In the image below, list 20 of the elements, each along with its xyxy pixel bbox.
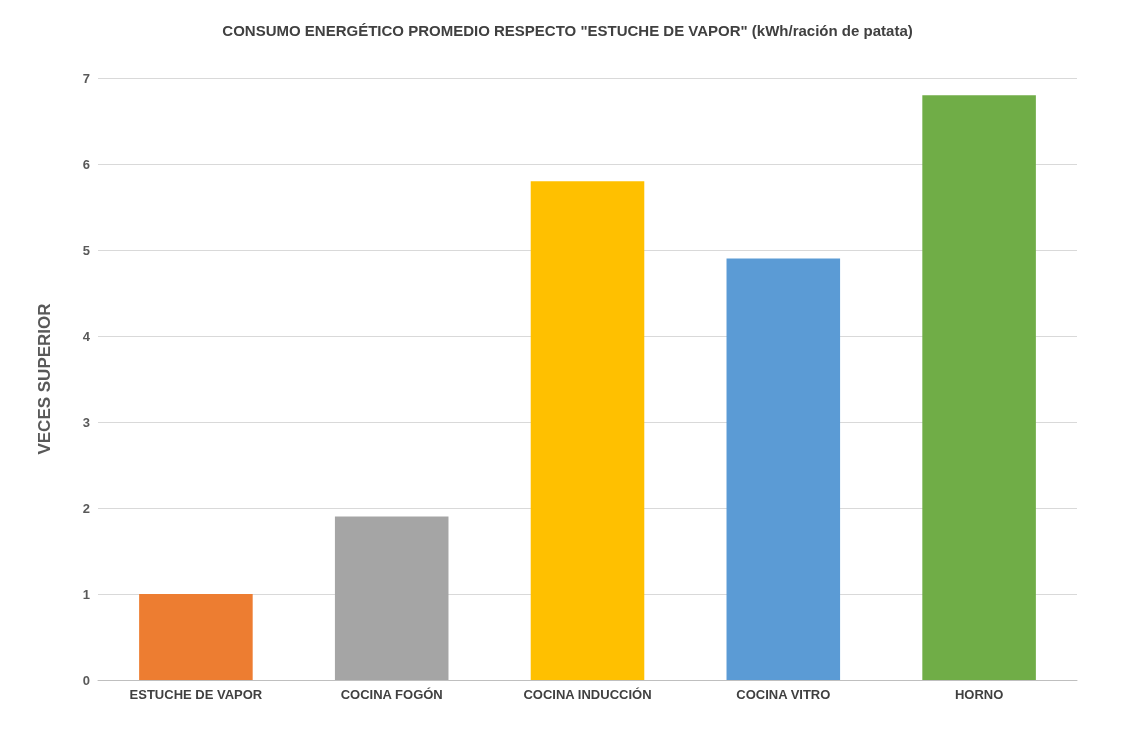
y-tick-label: 0 <box>82 672 90 688</box>
y-axis-title: VECES SUPERIOR <box>35 303 54 455</box>
y-tick-label: 4 <box>82 328 91 344</box>
x-tick-label: COCINA VITRO <box>736 687 831 702</box>
y-tick-label: 3 <box>82 414 90 430</box>
y-tick-label: 2 <box>82 500 90 516</box>
bar <box>922 95 1036 680</box>
chart-title: CONSUMO ENERGÉTICO PROMEDIO RESPECTO "ESTUCHE DE VAPOR" (kWh/ración de patata) <box>222 22 913 39</box>
bar <box>334 516 449 680</box>
x-tick-label: ESTUCHE DE VAPOR <box>129 687 263 702</box>
y-tick-label: 5 <box>82 242 90 258</box>
x-tick-label: COCINA INDUCCIÓN <box>523 687 652 702</box>
y-tick-label: 6 <box>82 156 90 172</box>
x-tick-label: HORNO <box>954 687 1004 702</box>
y-tick-label: 7 <box>82 70 90 86</box>
bar <box>726 258 841 680</box>
x-tick-label: COCINA FOGÓN <box>340 687 443 702</box>
y-tick-label: 1 <box>82 586 90 602</box>
bar <box>139 594 253 680</box>
bar <box>530 181 645 680</box>
